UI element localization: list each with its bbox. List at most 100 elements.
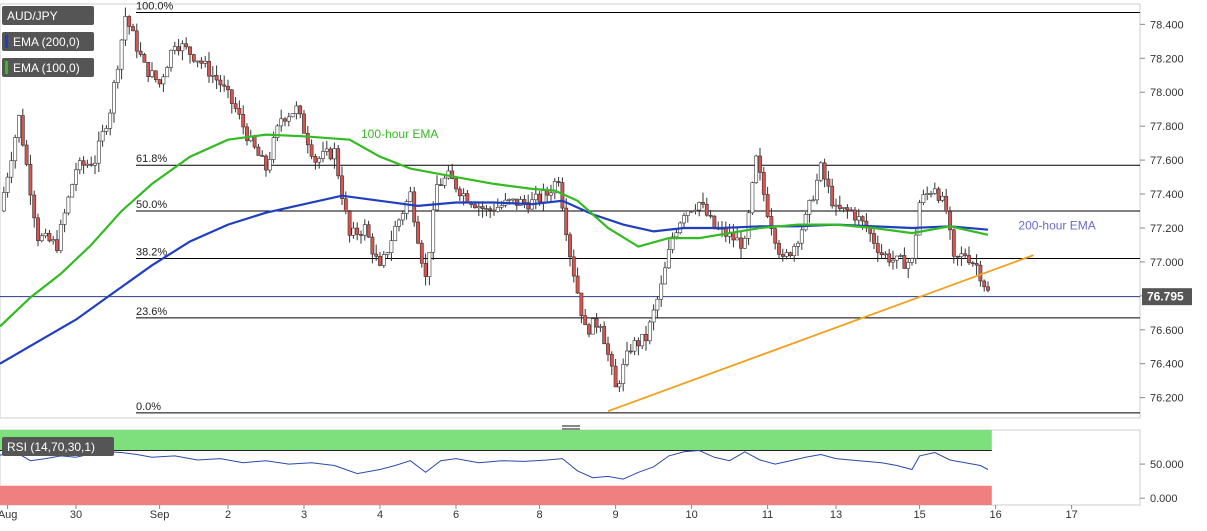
candle-body (636, 340, 641, 347)
candle-body (104, 128, 109, 132)
candle-body (207, 60, 211, 77)
candle-body (359, 234, 363, 236)
candle-body (176, 46, 181, 52)
candle-body (20, 115, 25, 146)
candle-body (271, 137, 276, 160)
candle-body (381, 254, 386, 266)
legend-ema100-badge[interactable]: EMA (100,0) (2, 58, 94, 77)
legend-rsi-badge[interactable]: RSI (14,70,30,1) (2, 437, 114, 456)
candle-body (427, 251, 432, 277)
candle-body (518, 199, 523, 206)
legend-ema200-badge[interactable]: EMA (200,0) (2, 32, 94, 51)
candle-body (936, 188, 941, 201)
candle-body (921, 194, 926, 203)
candle-body (161, 76, 166, 85)
pane-resize-handle[interactable] (562, 425, 580, 430)
candle-body (123, 16, 128, 41)
candle-body (32, 194, 37, 219)
candle-body (9, 160, 14, 178)
candle-body (488, 208, 493, 211)
fib-level-label: 50.0% (136, 199, 167, 211)
candle-body (264, 155, 268, 171)
candle-body (222, 84, 227, 87)
candle-body (666, 249, 671, 269)
candle-body (974, 263, 979, 266)
candle-body (967, 255, 971, 264)
x-tick-label: 10 (685, 509, 697, 521)
candle-body (195, 60, 200, 63)
candle-body (640, 333, 645, 347)
candle-body (438, 184, 443, 186)
candle-body (77, 160, 82, 171)
candle-body (385, 252, 390, 255)
candle-body (712, 215, 717, 229)
candle-body (13, 137, 18, 162)
candle-body (203, 60, 208, 64)
candle-body (480, 206, 485, 210)
candle-body (499, 205, 504, 208)
candle-body (51, 239, 56, 242)
x-tick-label: 15 (913, 509, 925, 521)
candle-body (940, 195, 945, 201)
candle-body (328, 148, 333, 160)
candle-body (564, 207, 569, 236)
candle-body (298, 105, 303, 115)
candle-body (473, 204, 477, 209)
x-tick-label: 16 (989, 509, 1001, 521)
candle-body (317, 158, 322, 163)
candle-body (537, 193, 542, 203)
candle-body (252, 136, 257, 148)
candle-body (362, 224, 367, 236)
candle-body (24, 144, 29, 165)
candle-body (404, 201, 409, 214)
y-tick-label: 78.400 (1150, 19, 1184, 31)
candle-body (343, 198, 348, 212)
candle-body (708, 214, 713, 217)
candle-body (750, 182, 755, 214)
rsi-tick-label: 0.000 (1150, 493, 1178, 505)
legend-symbol-badge[interactable]: AUD/JPY (2, 6, 94, 25)
candle-body (495, 206, 500, 212)
candle-body (788, 252, 793, 256)
candle-body (784, 252, 789, 257)
candle-body (435, 184, 439, 211)
candle-body (845, 207, 850, 211)
candle-body (932, 188, 937, 194)
candle-body (682, 215, 686, 224)
candle-body (754, 155, 759, 183)
candle-body (674, 232, 679, 238)
candle-body (746, 212, 751, 239)
candle-body (454, 178, 458, 190)
ema100-line (0, 133, 989, 328)
candle-body (400, 213, 405, 221)
x-tick-label: 30 (70, 509, 82, 521)
candle-body (803, 214, 808, 231)
y-tick-label: 77.600 (1150, 155, 1184, 167)
candle-body (522, 199, 527, 203)
candle-body (378, 256, 382, 266)
rsi-overbought-band (0, 430, 992, 451)
candle-body (115, 68, 120, 83)
last-price-badge: 76.795 (1142, 288, 1192, 306)
candle-body (841, 207, 846, 209)
candle-body (210, 74, 215, 77)
candle-body (986, 286, 990, 291)
candle-body (313, 156, 318, 163)
candle-body (533, 193, 538, 201)
x-tick-label: 4 (377, 509, 383, 521)
candle-body (925, 193, 930, 195)
candle-body (112, 82, 116, 114)
candle-body (419, 242, 424, 264)
candle-body (169, 49, 173, 68)
candle-body (860, 216, 865, 222)
y-tick-label: 76.600 (1150, 325, 1184, 337)
candle-body (157, 79, 162, 85)
candle-body (267, 159, 272, 171)
candle-body (260, 155, 265, 157)
candle-body (241, 113, 246, 128)
candle-body (575, 275, 580, 294)
fib-level-label: 61.8% (136, 153, 167, 165)
candle-body (5, 176, 10, 193)
candle-body (492, 209, 496, 212)
